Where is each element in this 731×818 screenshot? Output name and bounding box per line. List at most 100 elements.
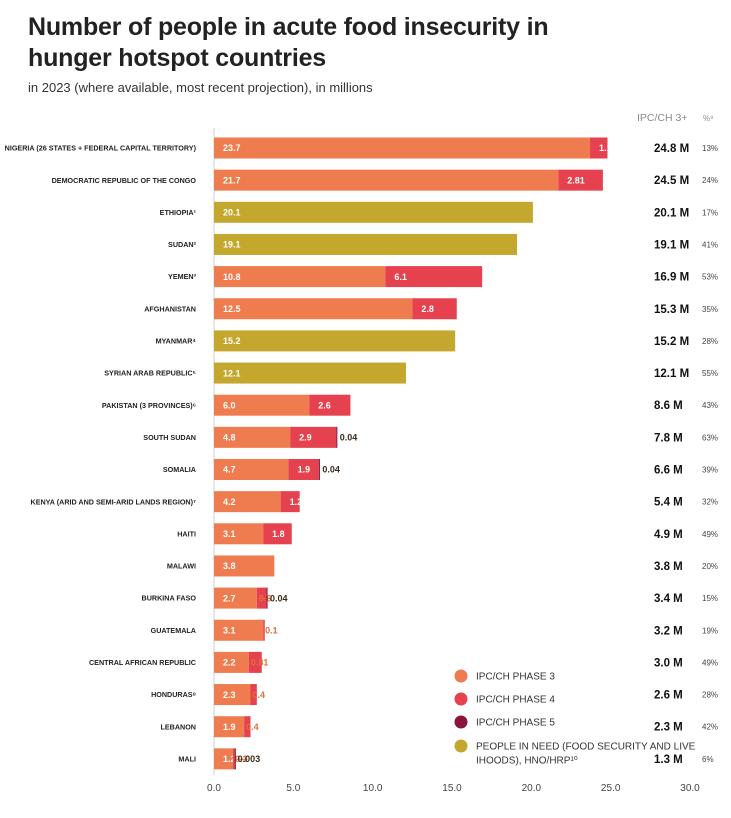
category-label: AFGHANISTAN bbox=[144, 304, 196, 313]
x-tick-label: 10.0 bbox=[363, 783, 383, 794]
total-value: 4.9 M bbox=[654, 529, 683, 541]
phase-3-bar bbox=[214, 394, 310, 416]
percent-value: 43% bbox=[702, 401, 718, 410]
phase-4-value-label: 2.81 bbox=[567, 175, 585, 185]
category-label: ETHIOPIA¹ bbox=[160, 208, 197, 217]
category-label: LEBANON bbox=[160, 722, 196, 731]
phase-3-bar bbox=[214, 266, 386, 288]
phase-3-bar bbox=[214, 748, 234, 770]
total-value: 6.6 M bbox=[654, 465, 683, 477]
phase-3-value-label: 10.8 bbox=[223, 272, 241, 282]
category-label: PAKISTAN (3 PROVINCES)⁶ bbox=[102, 401, 196, 410]
percent-value: 28% bbox=[702, 337, 718, 346]
x-tick-label: 15.0 bbox=[442, 783, 462, 794]
total-value: 19.1 M bbox=[654, 239, 689, 251]
percent-value: 24% bbox=[702, 176, 718, 185]
phase-4-value-label: 1.9 bbox=[298, 465, 311, 475]
phase-4-value-label: 2.9 bbox=[299, 433, 312, 443]
phase-3-bar bbox=[214, 716, 245, 738]
phase-4-bar bbox=[233, 748, 235, 770]
total-value: 15.3 M bbox=[654, 304, 689, 316]
column-header-total: IPC/CH 3+ bbox=[637, 112, 687, 124]
phase-4-bar bbox=[288, 459, 319, 480]
phase-4-bar bbox=[263, 619, 265, 641]
phase-3-value-label: 2.2 bbox=[223, 658, 236, 668]
phase-4-value-label: 0.6 bbox=[259, 593, 272, 603]
percent-value: 19% bbox=[702, 626, 718, 635]
phase-4-value-label: 0.81 bbox=[251, 658, 269, 668]
phase-4-value-label: 0.1 bbox=[265, 625, 278, 635]
legend-label: IPC/CH PHASE 3 bbox=[476, 672, 555, 683]
phase-3-bar bbox=[214, 459, 289, 480]
phase-4-value-label: 0.4 bbox=[246, 722, 259, 732]
phase-4-bar bbox=[590, 137, 608, 159]
total-value: 20.1 M bbox=[654, 207, 689, 219]
total-value: 1.3 M bbox=[654, 754, 683, 766]
phase-4-bar bbox=[250, 684, 257, 706]
phase-3-value-label: 12.5 bbox=[223, 304, 241, 314]
phase-3-bar bbox=[214, 426, 291, 448]
pin-bar bbox=[214, 233, 518, 255]
legend-swatch bbox=[454, 692, 468, 706]
phase-3-value-label: 2.3 bbox=[223, 690, 236, 700]
phase-3-value-label: 1.9 bbox=[223, 722, 236, 732]
phase-4-bar bbox=[558, 169, 603, 191]
total-value: 24.5 M bbox=[654, 175, 689, 187]
category-label: HAITI bbox=[177, 529, 196, 538]
phase-3-bar bbox=[214, 684, 251, 706]
phase-5-bar bbox=[336, 426, 338, 448]
phase-3-bar bbox=[214, 587, 257, 609]
legend-swatch bbox=[454, 669, 468, 683]
legend-label: IPC/CH PHASE 5 bbox=[476, 718, 555, 729]
total-value: 12.1 M bbox=[654, 368, 689, 380]
category-label: MALI bbox=[178, 754, 196, 763]
pin-bar bbox=[214, 330, 456, 352]
total-value: 7.8 M bbox=[654, 432, 683, 444]
phase-4-value-label: 1.8 bbox=[272, 529, 285, 539]
pin-value-label: 20.1 bbox=[223, 208, 241, 218]
percent-value: 39% bbox=[702, 466, 718, 475]
phase-3-value-label: 3.8 bbox=[223, 561, 236, 571]
pin-value-label: 19.1 bbox=[223, 240, 241, 250]
pin-bar bbox=[214, 201, 533, 223]
percent-value: 49% bbox=[702, 658, 718, 667]
phase-3-value-label: 2.7 bbox=[223, 593, 236, 603]
total-value: 8.6 M bbox=[654, 400, 683, 412]
category-label: KENYA (ARID AND SEMI-ARID LANDS REGION)⁷ bbox=[31, 497, 197, 506]
phase-4-value-label: 1.1 bbox=[599, 143, 612, 153]
category-label: DEMOCRATIC REPUBLIC OF THE CONGO bbox=[52, 176, 197, 185]
phase-4-bar bbox=[263, 523, 292, 545]
phase-4-value-label: 0.1 bbox=[235, 754, 248, 764]
phase-5-value-label: 0.003 bbox=[238, 754, 261, 764]
total-value: 15.2 M bbox=[654, 336, 689, 348]
percent-value: 20% bbox=[702, 562, 718, 571]
percent-value: 42% bbox=[702, 723, 718, 732]
chart-subtitle: in 2023 (where available, most recent pr… bbox=[28, 80, 373, 95]
percent-value: 63% bbox=[702, 433, 718, 442]
category-label: GUATEMALA bbox=[151, 626, 196, 635]
phase-3-bar bbox=[214, 651, 249, 673]
phase-4-bar bbox=[385, 266, 483, 288]
phase-3-bar bbox=[214, 555, 275, 577]
category-label: MYANMAR⁴ bbox=[156, 337, 197, 346]
phase-3-value-label: 4.8 bbox=[223, 433, 236, 443]
phase-4-value-label: 2.8 bbox=[421, 304, 434, 314]
phase-3-value-label: 4.2 bbox=[223, 497, 236, 507]
category-label: HONDURAS⁸ bbox=[151, 690, 196, 699]
phase-3-bar bbox=[214, 137, 591, 159]
phase-4-bar bbox=[309, 394, 351, 416]
percent-value: 32% bbox=[702, 498, 718, 507]
category-label: NIGERIA (26 STATES + FEDERAL CAPITAL TER… bbox=[5, 144, 197, 153]
phase-5-value-label: 0.04 bbox=[322, 465, 340, 475]
percent-value: 55% bbox=[702, 369, 718, 378]
phase-4-bar bbox=[290, 426, 337, 448]
percent-value: 6% bbox=[702, 755, 714, 764]
phase-3-value-label: 1.2 bbox=[223, 754, 236, 764]
phase-5-bar bbox=[318, 459, 320, 480]
legend-label: IPC/CH PHASE 4 bbox=[476, 695, 555, 706]
chart-title: Number of people in acute food insecurit… bbox=[28, 13, 549, 72]
category-label: SOMALIA bbox=[163, 465, 196, 474]
phase-4-bar bbox=[256, 587, 267, 609]
phase-3-value-label: 21.7 bbox=[223, 175, 241, 185]
column-header-percent: %⁹ bbox=[703, 114, 714, 123]
